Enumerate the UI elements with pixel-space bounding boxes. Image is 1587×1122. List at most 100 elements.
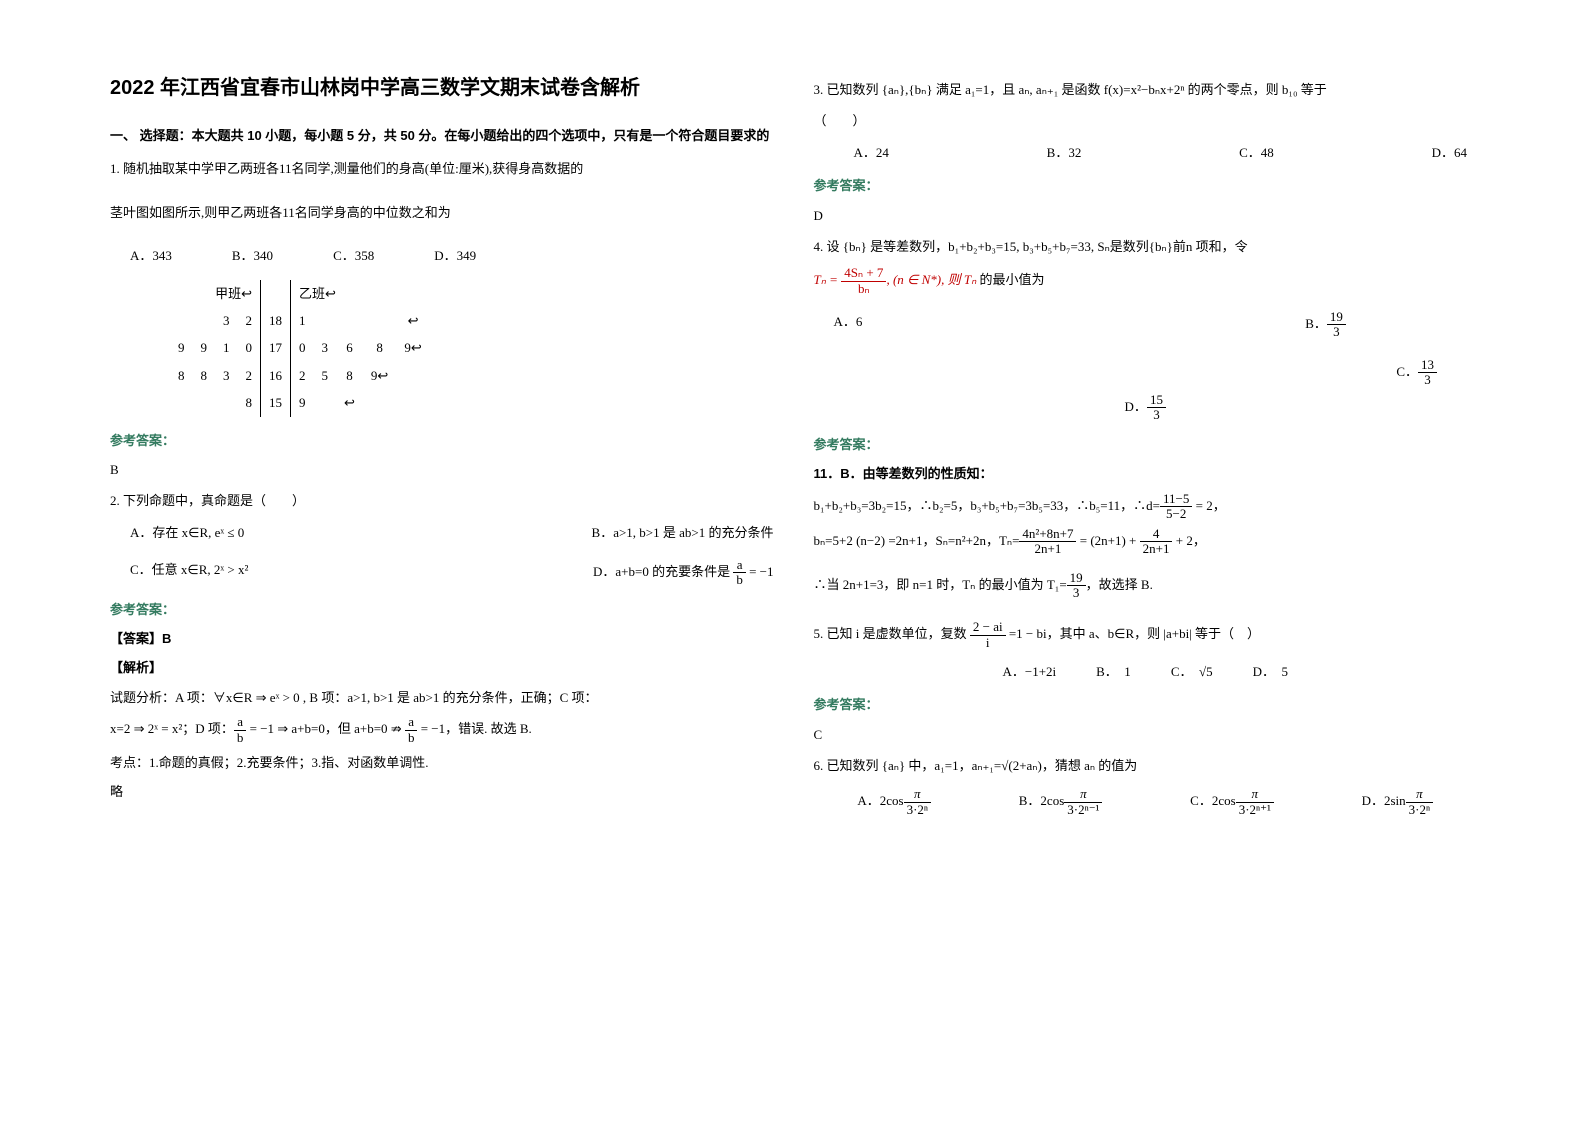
q3-options: A．24 B．32 C．48 D．64 — [814, 141, 1478, 164]
frac-num: 19 — [1067, 571, 1086, 586]
coef: 2cos — [1212, 793, 1236, 808]
q2-answer-tag: 【答案】B — [110, 627, 774, 650]
stem: 16 — [261, 362, 291, 389]
q3-opt-d: D．64 — [1432, 141, 1467, 164]
q1-options: A．343 B．340 C．358 D．349 — [130, 244, 774, 267]
q4-opt-a: A．6 — [834, 310, 1156, 340]
opt-pre: C． — [1396, 363, 1418, 378]
q6-opt-a: A．2cosπ3·2ⁿ — [857, 787, 931, 817]
cell: 9 — [193, 334, 216, 361]
cell: 9 — [291, 389, 314, 416]
q6-options: A．2cosπ3·2ⁿ B．2cosπ3·2ⁿ⁻¹ C．2cosπ3·2ⁿ⁺¹ … — [814, 787, 1478, 817]
frac-num: π — [1406, 787, 1433, 802]
opt-pre: D． — [1362, 793, 1384, 808]
q1-opt-b: B．340 — [232, 244, 273, 267]
q6-opt-c: C．2cosπ3·2ⁿ⁺¹ — [1190, 787, 1274, 817]
coef: 2sin — [1384, 793, 1406, 808]
q1-line2: 茎叶图如图所示,则甲乙两班各11名同学身高的中位数之和为 — [110, 201, 774, 224]
frac-den: 3 — [1147, 408, 1166, 422]
stem: 18 — [261, 307, 291, 334]
q4-opt-b: B．193 — [1155, 310, 1477, 340]
q2-opt-d: D．a+b=0 的充要条件是 ab = −1 — [593, 558, 774, 588]
q5-opt-c: C． √5 — [1171, 660, 1213, 683]
q3-answer-label: 参考答案： — [814, 174, 1478, 197]
frac-num: π — [1236, 787, 1274, 802]
frac-num: a — [405, 715, 418, 730]
frac-num: a — [234, 715, 247, 730]
q2-row2: C．任意 x∈R, 2ˣ > x² D．a+b=0 的充要条件是 ab = −1 — [110, 558, 774, 588]
q4-opt-c: C．133 — [1155, 358, 1477, 388]
stem: 17 — [261, 334, 291, 361]
q3-opt-a: A．24 — [854, 141, 889, 164]
frac-den: b — [234, 731, 247, 745]
q2-l2a: x=2 ⇒ 2ˣ = x²；D 项： — [110, 721, 234, 736]
q2-row1: A．存在 x∈R, eˣ ≤ 0 B．a>1, b>1 是 ab>1 的充分条件 — [110, 521, 774, 544]
opt-pre: A． — [857, 793, 879, 808]
frac-den: i — [970, 636, 1006, 650]
txt: ，故选择 B. — [1086, 576, 1153, 591]
opt-pre: C． — [1190, 793, 1212, 808]
q1-answer-label: 参考答案： — [110, 429, 774, 452]
q2-opt-c: C．任意 x∈R, 2ˣ > x² — [130, 558, 248, 588]
q5-opt-a: A．−1+2i — [1002, 660, 1056, 683]
cell: 8 — [238, 389, 261, 416]
cell: 2 — [238, 362, 261, 389]
q4-pre: Tₙ = — [814, 272, 842, 287]
frac-num: 4 — [1140, 527, 1173, 542]
cell: 9↩ — [396, 334, 429, 361]
frac-den: 3 — [1418, 373, 1437, 387]
q4-post: , (n ∈ N*), 则 Tₙ — [886, 272, 976, 287]
txt: ∴当 2n+1=3，即 n=1 时，Tₙ 的最小值为 T₁= — [814, 576, 1067, 591]
cell — [215, 389, 238, 416]
cell — [170, 307, 193, 334]
cell — [396, 389, 429, 416]
q3-line2: （ ） — [814, 109, 1478, 132]
q5-opt-d: D． 5 — [1253, 660, 1288, 683]
cell: 8 — [193, 362, 216, 389]
q6-opt-d: D．2sinπ3·2ⁿ — [1362, 787, 1434, 817]
txt: bₙ=5+2 (n−2) =2n+1，Sₙ=n²+2n，Tₙ= — [814, 533, 1020, 548]
q4-tail: 的最小值为 — [980, 272, 1045, 287]
cell — [363, 389, 396, 416]
table-hdr-right: 乙班↩ — [291, 280, 430, 307]
q5-options: A．−1+2i B． 1 C． √5 D． 5 — [814, 660, 1478, 683]
q4-sol-head: 11．B．由等差数列的性质知： — [814, 462, 1478, 485]
frac-den: 3 — [1067, 586, 1086, 600]
cell: 3 — [314, 334, 337, 361]
frac-num: 2 − ai — [970, 620, 1006, 635]
q4-sol-l1: b₁+b₂+b₃=3b₂=15，∴b₂=5，b₃+b₅+b₇=3b₅=33，∴b… — [814, 492, 1478, 522]
cell: 1 — [291, 307, 314, 334]
stem: 15 — [261, 389, 291, 416]
q6-text: 6. 已知数列 {aₙ} 中，a₁=1，aₙ₊₁=√(2+aₙ)，猜想 aₙ 的… — [814, 754, 1478, 777]
cell: 0 — [238, 334, 261, 361]
txt: + 2， — [1172, 533, 1205, 548]
section-1-heading: 一、 选择题：本大题共 10 小题，每小题 5 分，共 50 分。在每小题给出的… — [110, 124, 774, 147]
frac-num: 19 — [1327, 310, 1346, 325]
q5-text: 5. 已知 i 是虚数单位，复数 2 − aii =1 − bi，其中 a、b∈… — [814, 620, 1478, 650]
cell: 0 — [291, 334, 314, 361]
cell: 2 — [238, 307, 261, 334]
txt: = 2， — [1192, 497, 1225, 512]
q1-line1: 1. 随机抽取某中学甲乙两班各11名同学,测量他们的身高(单位:厘米),获得身高… — [110, 157, 774, 180]
frac-den: 3·2ⁿ⁻¹ — [1064, 803, 1102, 817]
q3-answer: D — [814, 204, 1478, 227]
q2-explain-tag: 【解析】 — [110, 656, 774, 679]
cell: 3 — [215, 362, 238, 389]
frac-den: 3·2ⁿ⁺¹ — [1236, 803, 1274, 817]
frac-den: b — [733, 573, 746, 587]
table-hdr-left: 甲班↩ — [170, 280, 261, 307]
cell: 2 — [291, 362, 314, 389]
cell — [314, 307, 337, 334]
q2-answer-label: 参考答案： — [110, 598, 774, 621]
q2-opt-d-post: = −1 — [746, 564, 774, 579]
q5-answer-label: 参考答案： — [814, 693, 1478, 716]
q2-text: 2. 下列命题中，真命题是（ ） — [110, 489, 774, 512]
cell: 6 — [336, 334, 363, 361]
q4-opt-d: D．153 — [814, 393, 1478, 423]
q4-options: A．6 B．193 C．133 — [834, 310, 1478, 387]
frac-den: 5−2 — [1160, 507, 1192, 521]
q5-opt-b: B． 1 — [1096, 660, 1131, 683]
frac-num: π — [1064, 787, 1102, 802]
q4-sol-l2: bₙ=5+2 (n−2) =2n+1，Sₙ=n²+2n，Tₙ=4n²+8n+72… — [814, 527, 1478, 557]
txt: b₁+b₂+b₃=3b₂=15，∴b₂=5，b₃+b₅+b₇=3b₅=33，∴b… — [814, 497, 1161, 512]
